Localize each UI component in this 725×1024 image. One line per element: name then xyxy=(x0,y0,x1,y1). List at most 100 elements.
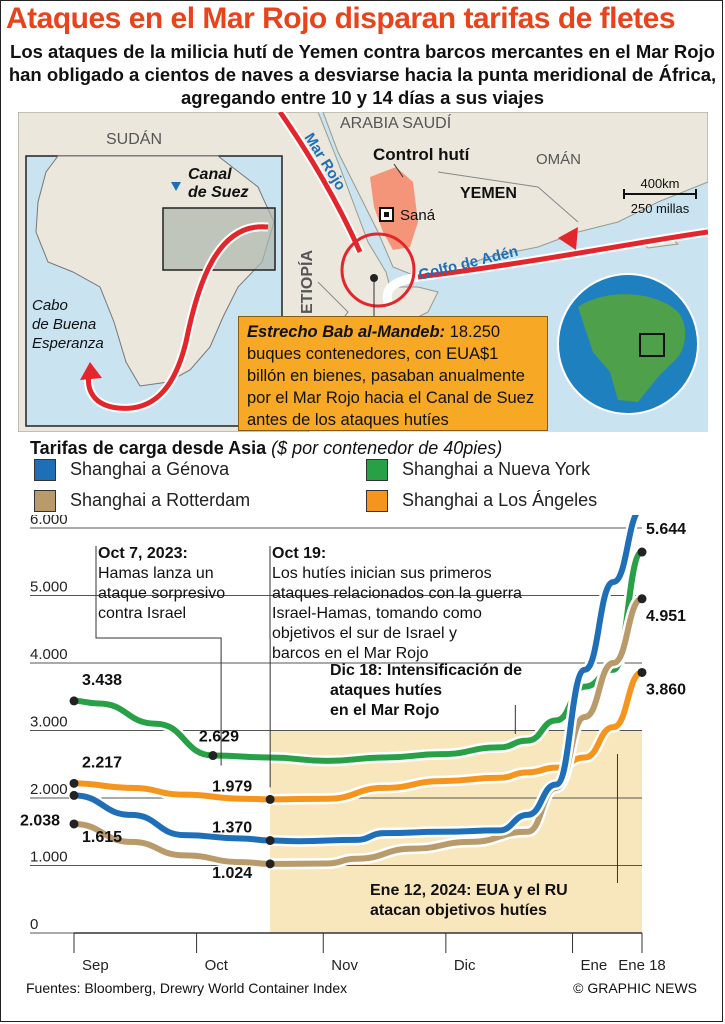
legend-swatch xyxy=(366,490,388,513)
chart-title-unit: ($ por contenedor de 40pies) xyxy=(271,438,503,458)
value-marker xyxy=(637,667,647,677)
scale-miles: 250 millas xyxy=(631,201,690,216)
legend-label: Shanghai a Génova xyxy=(70,459,230,479)
legend-item: Shanghai a Génova xyxy=(34,459,230,482)
value-marker xyxy=(69,819,79,829)
map: 400km 250 millas SUDÁN ARABIA SAUDÍ Cont… xyxy=(18,112,708,432)
y-tick-label: 1.000 xyxy=(30,849,68,866)
legend-label: Shanghai a Los Ángeles xyxy=(402,490,598,510)
annotation-heading: Oct 7, 2023: xyxy=(98,545,188,562)
value-marker xyxy=(637,547,647,557)
x-tick-label: Ene 18 xyxy=(618,957,666,974)
globe-highlight xyxy=(639,333,665,357)
sources: Fuentes: Bloomberg, Drewry World Contain… xyxy=(26,980,348,996)
control-pointer xyxy=(393,163,404,178)
chart: 0 1.000 2.000 3.000 4.000 5.000 6.000 Sep Oct Nov… xyxy=(20,515,686,974)
arabia-land xyxy=(322,112,708,278)
annotation: Ene 12, 2024: EUA y el RU atacan objetivo… xyxy=(370,882,568,919)
series-line xyxy=(71,515,640,845)
label-sana: Saná xyxy=(400,207,436,224)
value-label: 3.438 xyxy=(82,672,122,689)
inset-highlight xyxy=(162,207,276,271)
legend-swatch xyxy=(34,490,56,513)
legend-item: Shanghai a Los Ángeles xyxy=(366,490,598,513)
legend-item: Shanghai a Nueva York xyxy=(366,459,591,482)
series-line xyxy=(71,549,645,764)
value-label: 5.644 xyxy=(646,521,686,538)
border-line xyxy=(437,171,579,223)
legend-label: Shanghai a Rotterdam xyxy=(70,490,251,510)
value-label: 2.038 xyxy=(20,812,60,829)
value-marker xyxy=(208,751,218,761)
value-label: 1.615 xyxy=(82,829,122,846)
value-marker xyxy=(69,778,79,788)
value-label: 1.370 xyxy=(212,820,252,837)
value-marker xyxy=(637,594,647,604)
annotation: Oct 19: Los hutíes inician sus primeros at… xyxy=(272,545,522,662)
annotation-line: ataques hutíes xyxy=(330,682,442,699)
y-tick-label: 6.000 xyxy=(30,515,68,528)
callout-box: Estrecho Bab al-Mandeb: 18.250 buques co… xyxy=(238,316,548,431)
label-canal-2: de Suez xyxy=(188,184,248,201)
annotation-line: Los hutíes inician sus primeros xyxy=(272,565,492,582)
subtitle: Los ataques de la milicia hutí de Yemen … xyxy=(8,41,717,108)
annotation: Oct 7, 2023: Hamas lanza un ataque sorpres… xyxy=(98,545,225,622)
sana-marker-center xyxy=(384,212,389,217)
label-canal-1: Canal xyxy=(188,166,232,183)
legend-swatch xyxy=(366,459,388,482)
legend-label: Shanghai a Nueva York xyxy=(402,459,591,479)
y-tick-label: 0 xyxy=(30,916,38,933)
annotation-heading: Dic 18: Intensificación de xyxy=(330,662,522,679)
y-tick-label: 2.000 xyxy=(30,781,68,798)
series-line xyxy=(71,669,645,803)
value-label: 2.217 xyxy=(82,754,122,771)
label-arabia: ARABIA SAUDÍ xyxy=(340,113,452,132)
legend-item: Shanghai a Rotterdam xyxy=(34,490,251,513)
label-cabo-2: de Buena xyxy=(32,316,96,333)
value-label: 1.024 xyxy=(212,865,252,882)
value-marker xyxy=(265,859,275,869)
label-cabo-3: Esperanza xyxy=(32,335,104,352)
x-tick-label: Nov xyxy=(331,957,358,974)
annotation-line: contra Israel xyxy=(98,605,186,622)
annotation-line: en el Mar Rojo xyxy=(330,702,440,719)
y-tick-label: 5.000 xyxy=(30,579,68,596)
value-marker xyxy=(265,836,275,846)
callout-text: 18.250 buques contenedores, con EUA$1 bi… xyxy=(247,323,535,429)
credit: © GRAPHIC NEWS xyxy=(573,980,697,996)
annotation-leader xyxy=(95,546,222,766)
route-arrow xyxy=(558,227,578,250)
annotation-line: barcos en el Mar Rojo xyxy=(272,645,429,662)
bab-al-mandeb-dot xyxy=(370,274,378,282)
annotation-line: ataque sorpresivo xyxy=(98,585,225,602)
globe-land xyxy=(578,294,686,402)
route-line xyxy=(277,112,363,254)
label-control: Control hutí xyxy=(373,145,471,164)
value-label: 4.951 xyxy=(646,608,686,625)
annotation-heading: Ene 12, 2024: EUA y el RU xyxy=(370,882,568,899)
annotation: Dic 18: Intensificación de ataques hutíes… xyxy=(330,662,522,719)
legend-swatch xyxy=(34,459,56,482)
value-label: 1.979 xyxy=(212,778,252,795)
x-tick-label: Ene xyxy=(581,957,608,974)
value-label: 2.629 xyxy=(199,729,239,746)
x-tick-label: Sep xyxy=(82,957,109,974)
page-title: Ataques en el Mar Rojo disparan tarifas … xyxy=(6,2,676,35)
annotation-line: ataques relacionados con la guerra xyxy=(272,585,522,602)
bab-al-mandeb-circle xyxy=(340,232,416,308)
label-cabo-1: Cabo xyxy=(32,297,68,314)
y-tick-label: 3.000 xyxy=(30,714,68,731)
y-tick-label: 4.000 xyxy=(30,646,68,663)
route-arrow xyxy=(80,362,102,380)
value-label: 3.860 xyxy=(646,681,686,698)
series-line xyxy=(71,595,645,867)
annotation-line: objetivos el sur de Israel y xyxy=(272,625,457,642)
callout-heading: Estrecho Bab al-Mandeb: xyxy=(247,323,446,341)
annotation-heading: Oct 19: xyxy=(272,545,326,562)
chart-title-main: Tarifas de carga desde Asia xyxy=(30,438,267,458)
value-marker xyxy=(265,794,275,804)
value-marker xyxy=(69,790,79,800)
label-oman: OMÁN xyxy=(536,151,581,168)
annotation-line: atacan objetivos hutíes xyxy=(370,902,547,919)
